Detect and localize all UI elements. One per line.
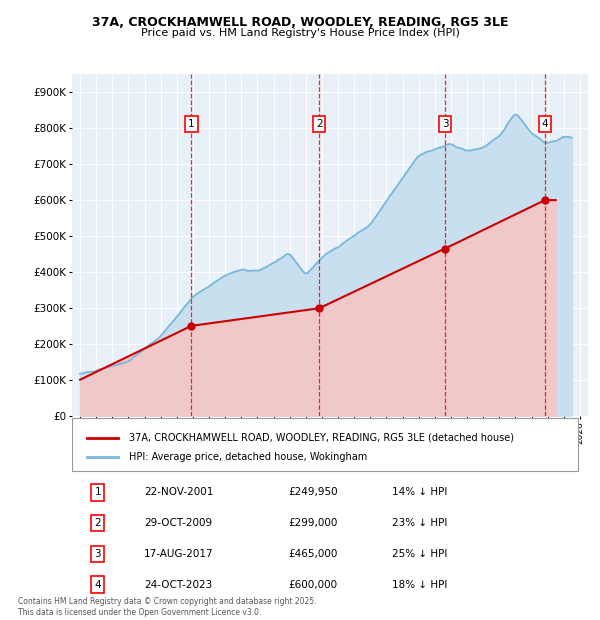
Text: 25% ↓ HPI: 25% ↓ HPI xyxy=(392,549,447,559)
Text: 23% ↓ HPI: 23% ↓ HPI xyxy=(392,518,447,528)
Text: 29-OCT-2009: 29-OCT-2009 xyxy=(144,518,212,528)
Text: 18% ↓ HPI: 18% ↓ HPI xyxy=(392,580,447,590)
Text: £600,000: £600,000 xyxy=(289,580,338,590)
Text: Price paid vs. HM Land Registry's House Price Index (HPI): Price paid vs. HM Land Registry's House … xyxy=(140,28,460,38)
Text: 3: 3 xyxy=(442,119,448,129)
FancyBboxPatch shape xyxy=(72,417,578,471)
Text: 1: 1 xyxy=(188,119,194,129)
Text: 2: 2 xyxy=(316,119,323,129)
Text: 17-AUG-2017: 17-AUG-2017 xyxy=(144,549,214,559)
Text: £249,950: £249,950 xyxy=(289,487,338,497)
Text: £299,000: £299,000 xyxy=(289,518,338,528)
Text: 4: 4 xyxy=(94,580,101,590)
Text: Contains HM Land Registry data © Crown copyright and database right 2025.
This d: Contains HM Land Registry data © Crown c… xyxy=(18,598,317,617)
Text: 22-NOV-2001: 22-NOV-2001 xyxy=(144,487,214,497)
Text: 2: 2 xyxy=(94,518,101,528)
Text: £465,000: £465,000 xyxy=(289,549,338,559)
Text: 3: 3 xyxy=(94,549,101,559)
Text: 4: 4 xyxy=(541,119,548,129)
Text: 24-OCT-2023: 24-OCT-2023 xyxy=(144,580,212,590)
Text: 14% ↓ HPI: 14% ↓ HPI xyxy=(392,487,447,497)
Text: 1: 1 xyxy=(94,487,101,497)
Text: 37A, CROCKHAMWELL ROAD, WOODLEY, READING, RG5 3LE: 37A, CROCKHAMWELL ROAD, WOODLEY, READING… xyxy=(92,16,508,29)
Text: 37A, CROCKHAMWELL ROAD, WOODLEY, READING, RG5 3LE (detached house): 37A, CROCKHAMWELL ROAD, WOODLEY, READING… xyxy=(129,433,514,443)
Text: HPI: Average price, detached house, Wokingham: HPI: Average price, detached house, Woki… xyxy=(129,452,367,462)
